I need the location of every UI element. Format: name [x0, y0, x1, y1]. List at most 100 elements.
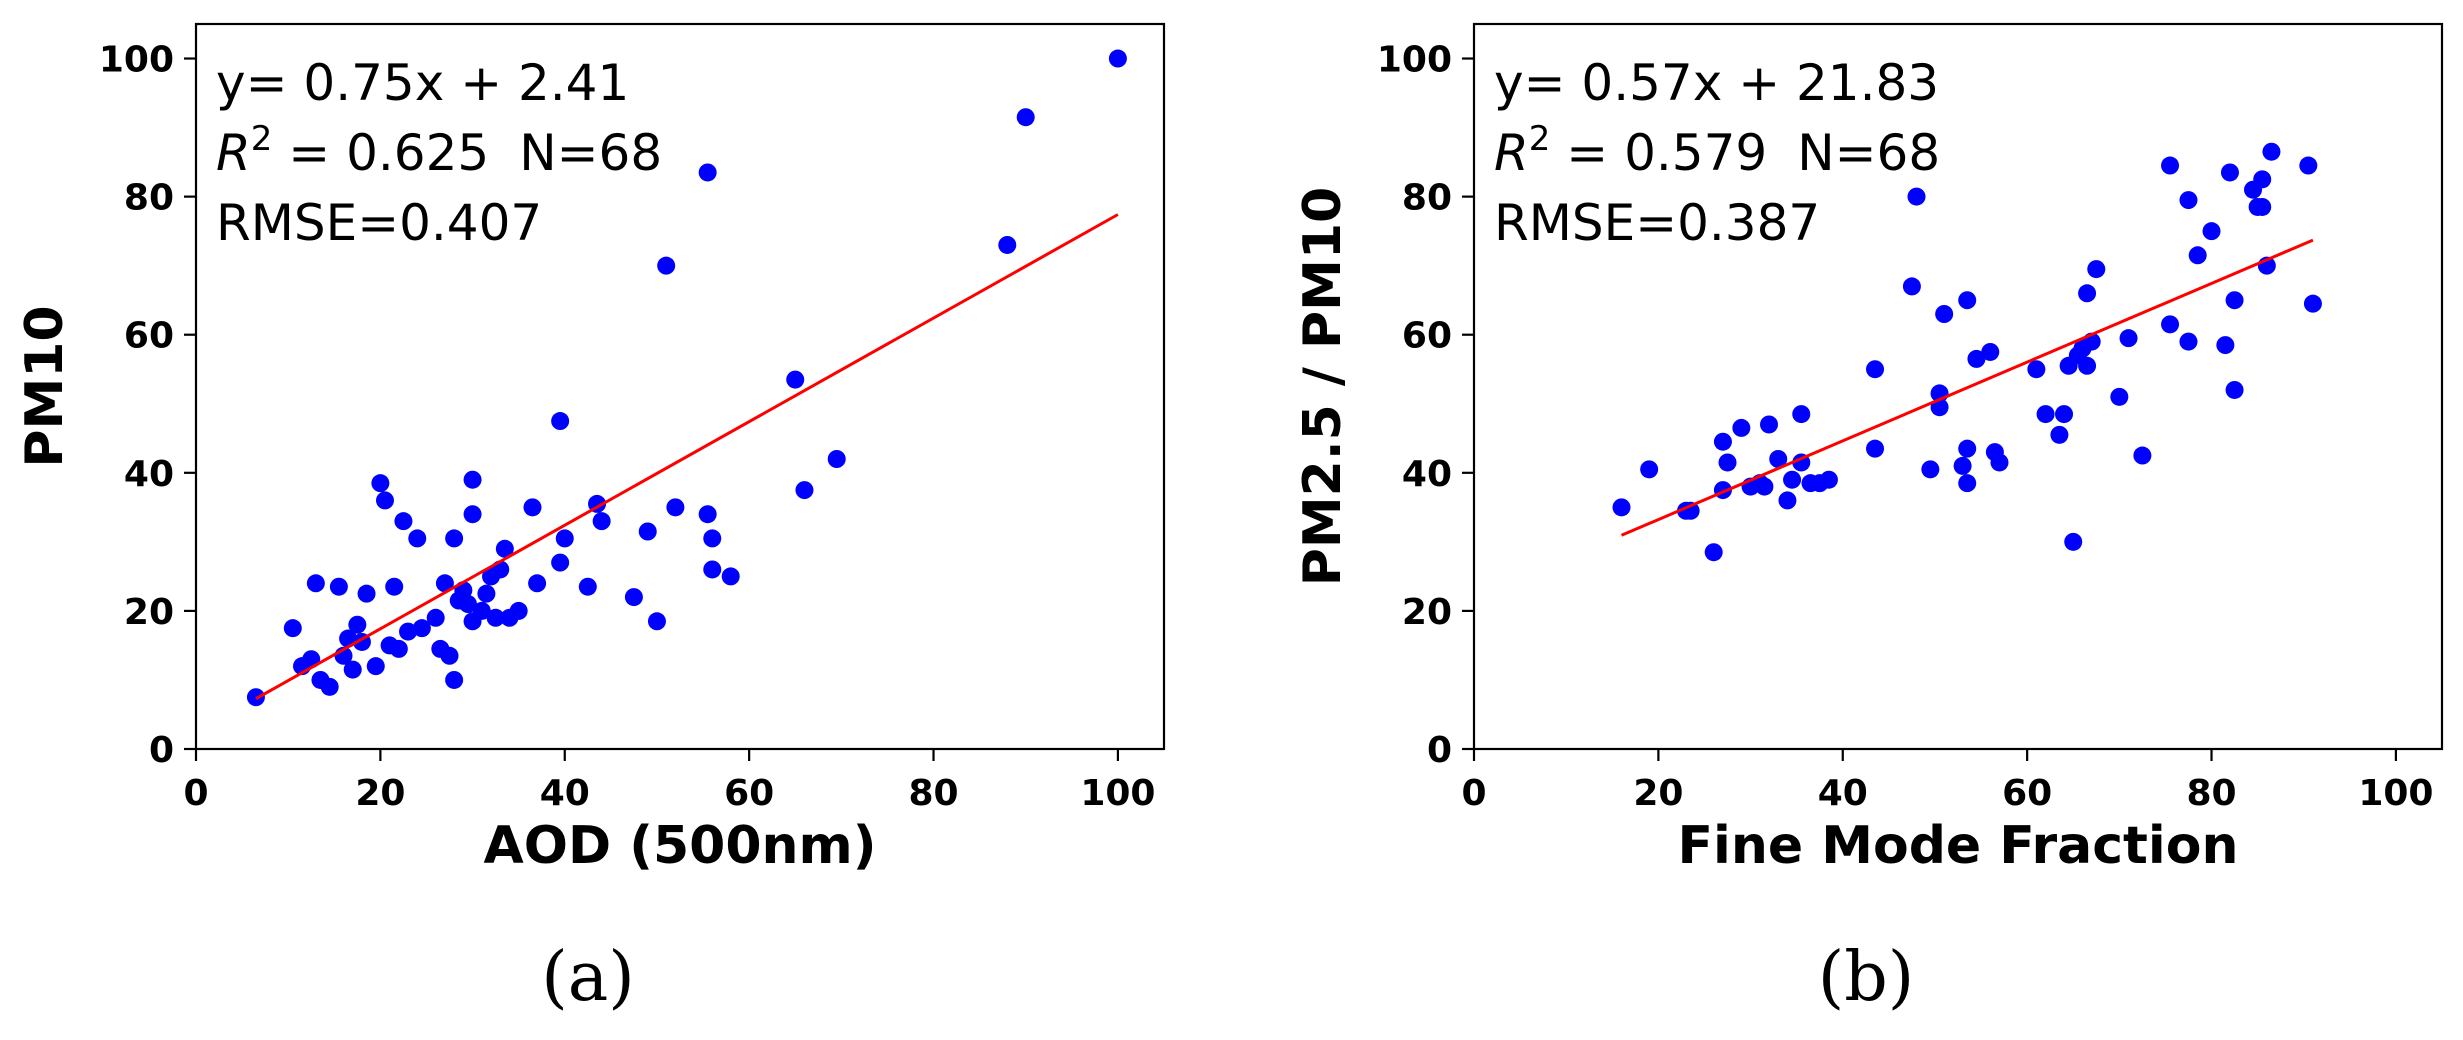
data-point — [2188, 246, 2207, 265]
data-point — [2225, 291, 2244, 310]
x-tick-label: 80 — [908, 773, 958, 814]
data-point — [1958, 474, 1977, 493]
data-point — [592, 512, 611, 531]
r-squared-annotation: R2 = 0.625 N=68 — [216, 119, 662, 182]
y-tick-label: 100 — [99, 40, 174, 81]
y-tick-label: 40 — [1402, 454, 1452, 495]
x-tick-label: 40 — [540, 773, 590, 814]
x-tick-label: 100 — [1080, 773, 1155, 814]
y-axis-label: PM2.5 / PM10 — [1293, 187, 1353, 586]
y-tick-label: 80 — [124, 178, 174, 219]
x-axis-label: AOD (500nm) — [484, 816, 877, 876]
data-point — [551, 412, 570, 431]
data-point — [408, 529, 427, 548]
data-point — [371, 474, 390, 493]
data-point — [2161, 315, 2180, 334]
data-point — [1760, 415, 1779, 434]
data-point — [2078, 356, 2097, 375]
data-point — [375, 491, 394, 510]
data-point — [795, 481, 814, 500]
data-point — [657, 256, 676, 275]
data-point — [426, 608, 445, 627]
regression-line — [1620, 238, 2314, 537]
data-point — [477, 584, 496, 603]
data-point — [1967, 349, 1986, 368]
data-point — [1958, 291, 1977, 310]
data-point — [463, 505, 482, 524]
data-point — [435, 574, 454, 593]
data-point — [703, 529, 722, 548]
data-point — [412, 619, 431, 638]
data-point — [399, 622, 418, 641]
data-point — [440, 646, 459, 665]
rmse-annotation: RMSE=0.407 — [216, 194, 542, 252]
data-point — [2078, 284, 2097, 303]
data-point — [366, 657, 385, 676]
data-point — [2087, 260, 2106, 279]
data-point — [445, 670, 464, 689]
data-point — [555, 529, 574, 548]
data-point — [1981, 342, 2000, 361]
equation-annotation: y= 0.57x + 21.83 — [1494, 54, 1939, 112]
data-point — [329, 577, 348, 596]
x-tick-label: 20 — [1633, 773, 1683, 814]
panel-a: 0 20 40 60 80 100 0 20 40 60 80 100 AOD (500nm) PM10 y… — [15, 22, 1166, 1017]
data-point — [1935, 305, 1954, 323]
data-point — [2216, 336, 2235, 355]
y-tick-label: 80 — [1402, 178, 1452, 219]
data-point — [2027, 360, 2046, 379]
x-tick-label: 40 — [1818, 773, 1868, 814]
data-point — [2161, 156, 2180, 175]
data-point — [306, 574, 325, 593]
data-point — [2064, 532, 2083, 551]
data-point — [1792, 405, 1811, 424]
x-tick-label: 0 — [1461, 773, 1486, 814]
data-point — [1866, 439, 1885, 458]
panel-b: 0 20 40 60 80 100 0 20 40 60 80 100 Fine Mode Fracti… — [1293, 22, 2444, 1017]
data-point — [2110, 387, 2129, 406]
data-point — [458, 595, 477, 613]
x-tick-label: 100 — [2358, 773, 2433, 814]
data-point — [1958, 439, 1977, 458]
data-point — [1718, 453, 1737, 472]
y-tick-label: 20 — [1402, 592, 1452, 633]
data-point — [1866, 360, 1885, 379]
data-point — [786, 370, 805, 389]
data-point — [2050, 425, 2069, 444]
data-point — [2179, 332, 2198, 351]
data-point — [2253, 197, 2272, 216]
y-tick-label: 20 — [124, 592, 174, 633]
data-point — [624, 588, 643, 607]
data-point — [523, 498, 542, 517]
data-point — [1819, 470, 1838, 489]
data-point — [2253, 170, 2272, 189]
panel-label: (a) — [541, 938, 635, 1017]
data-point — [2055, 405, 2074, 424]
data-point — [2262, 142, 2281, 161]
data-point — [389, 639, 408, 658]
data-point — [445, 529, 464, 548]
y-tick-label: 0 — [1427, 730, 1452, 771]
data-point — [551, 553, 570, 572]
data-point — [283, 619, 302, 638]
x-tick-label: 20 — [355, 773, 405, 814]
rmse-annotation: RMSE=0.387 — [1494, 194, 1820, 252]
data-point — [385, 577, 404, 596]
data-point — [1732, 418, 1751, 437]
data-point — [647, 612, 666, 631]
data-point — [1640, 460, 1659, 479]
x-tick-label: 60 — [2002, 773, 2052, 814]
y-axis-label: PM10 — [15, 305, 75, 467]
equation-annotation: y= 0.75x + 2.41 — [216, 54, 629, 112]
data-point — [528, 574, 547, 593]
x-tick-label: 0 — [183, 773, 208, 814]
data-point — [703, 560, 722, 579]
y-tick-label: 60 — [1402, 316, 1452, 357]
data-point — [486, 608, 505, 627]
panel-label: (b) — [1818, 938, 1915, 1017]
data-point — [1769, 450, 1788, 468]
plot-frame — [194, 22, 1166, 751]
x-axis-label: Fine Mode Fraction — [1678, 816, 2239, 876]
data-point — [472, 601, 491, 620]
y-tick-label: 40 — [124, 454, 174, 495]
